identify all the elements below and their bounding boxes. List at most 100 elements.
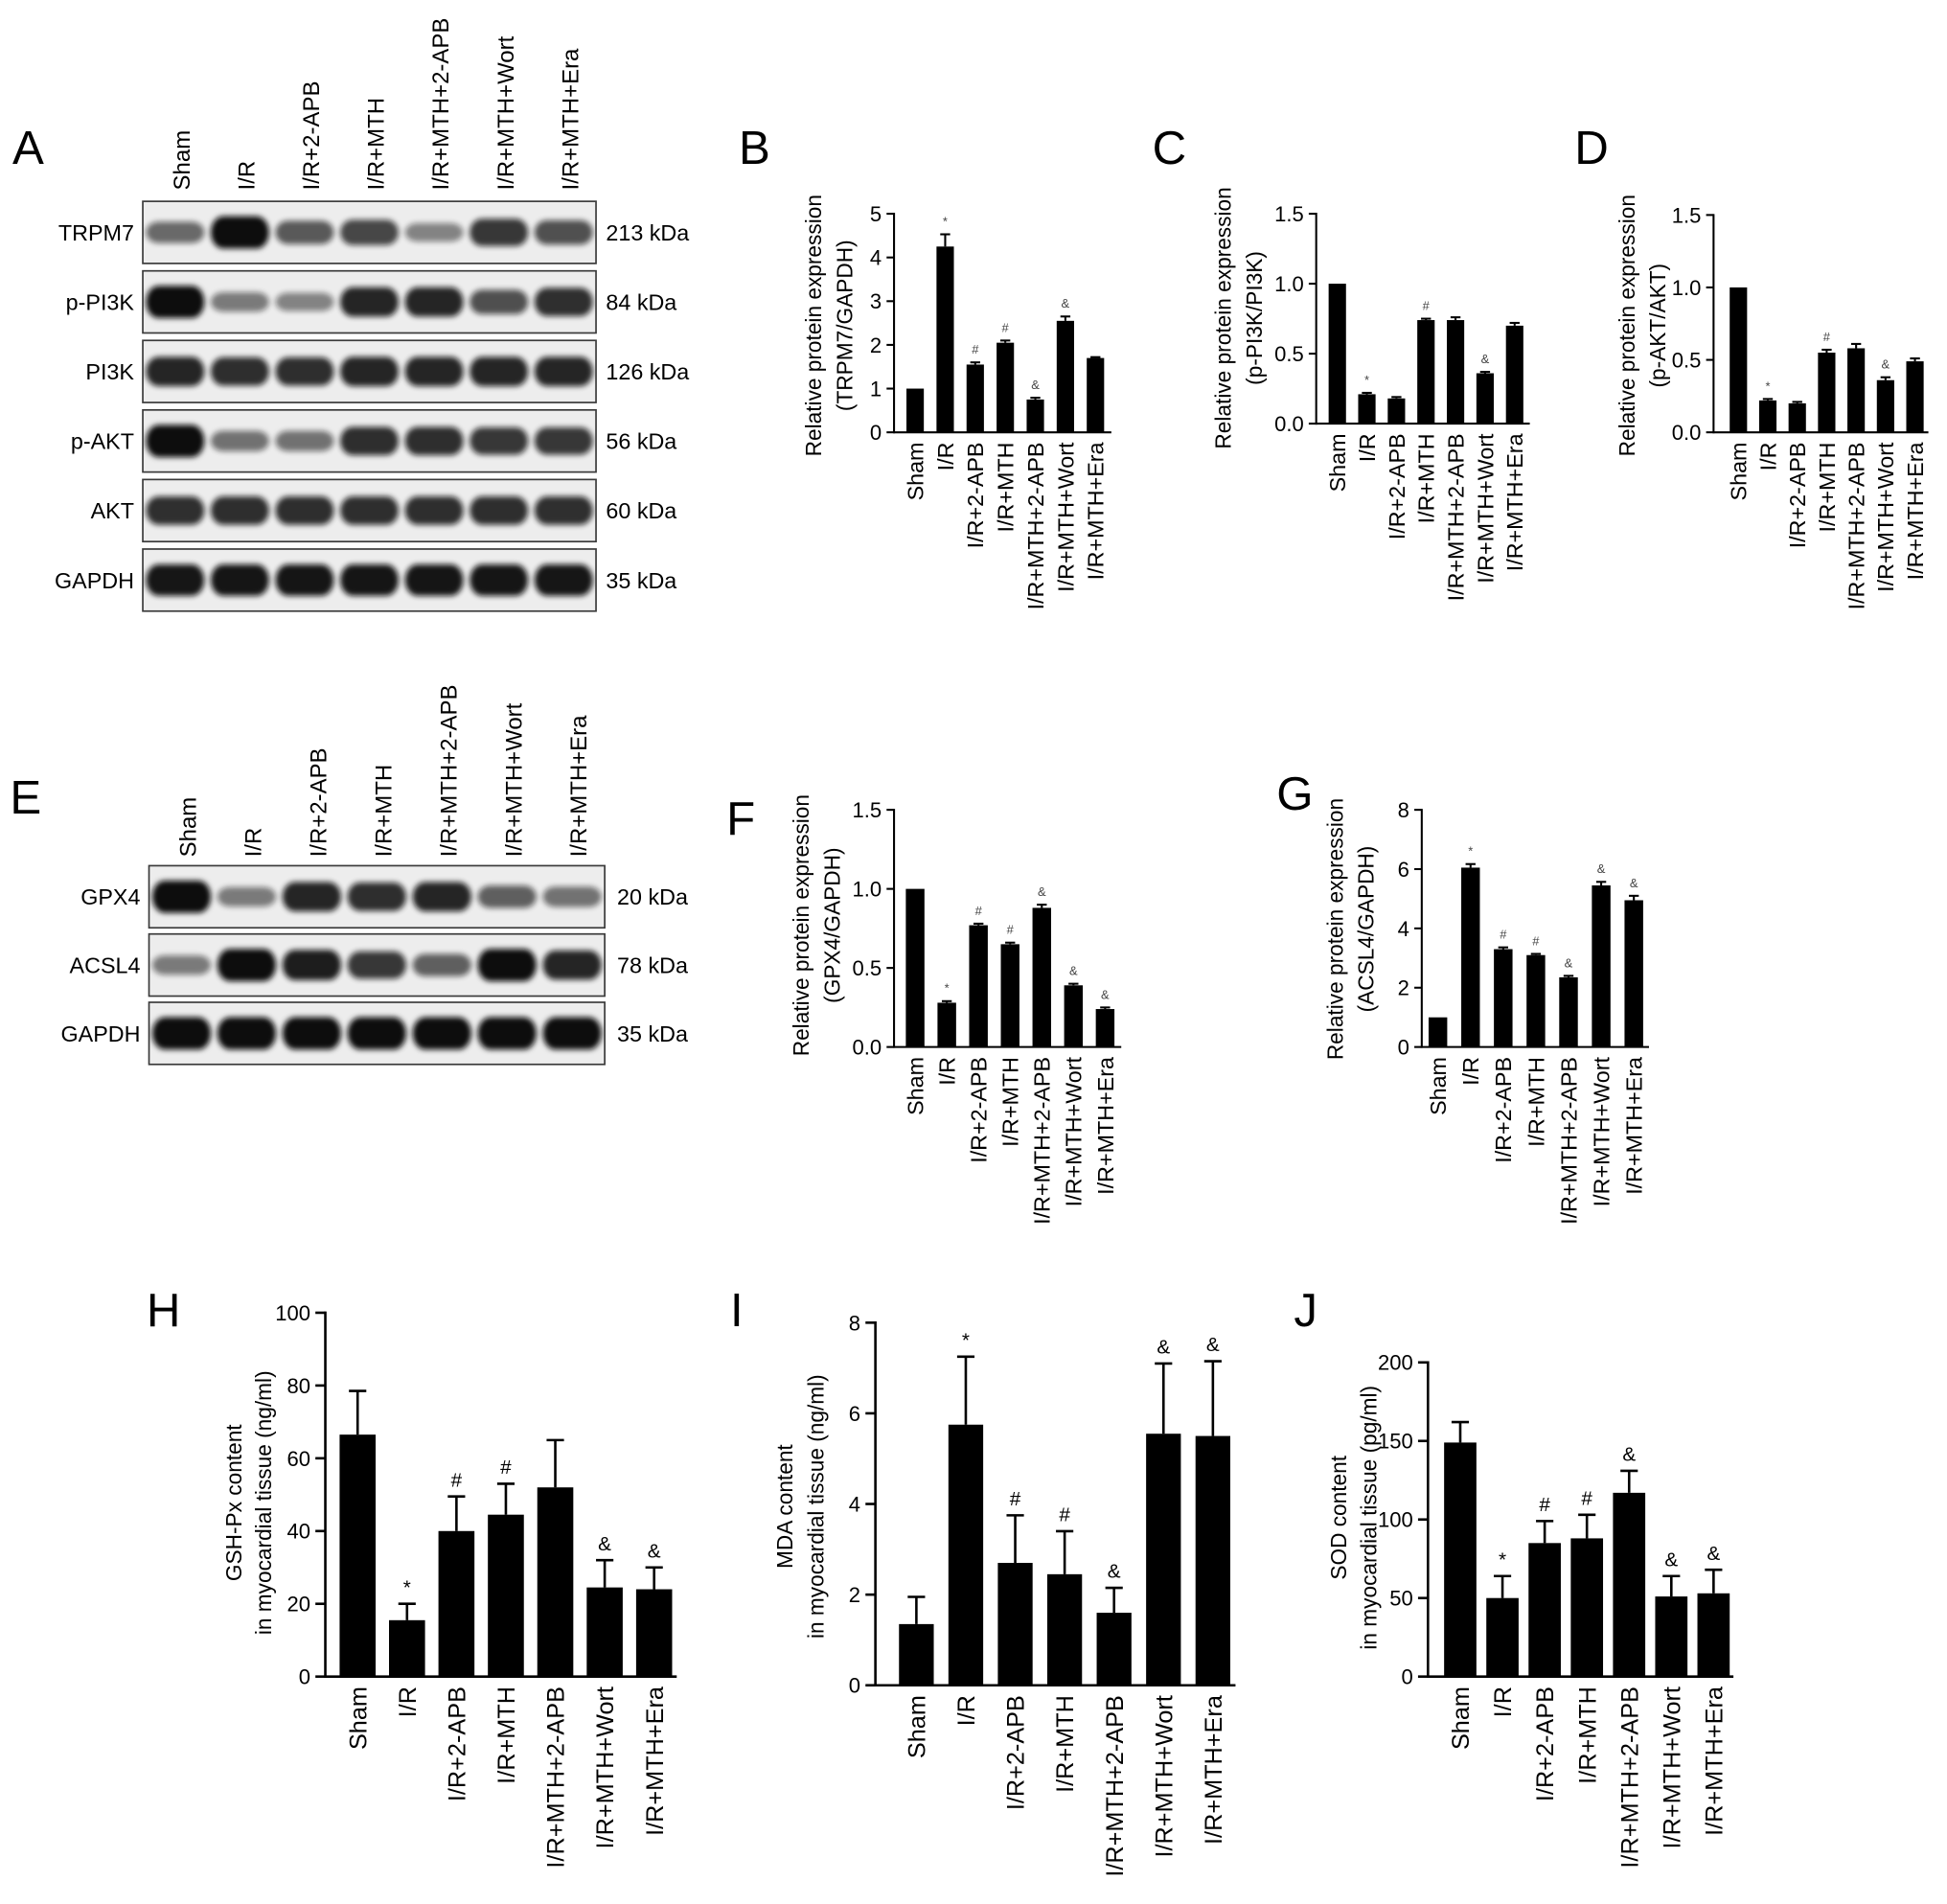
protein-band bbox=[340, 219, 399, 245]
protein-band bbox=[282, 1017, 341, 1050]
protein-band bbox=[210, 291, 269, 312]
lane-label: I/R bbox=[235, 161, 261, 191]
lane-label: I/R+MTH+Era bbox=[566, 715, 592, 858]
significance-marker: & bbox=[598, 1533, 611, 1555]
significance-marker: & bbox=[1062, 296, 1070, 310]
y-tick-label: 100 bbox=[275, 1301, 310, 1325]
y-tick-label: 1.0 bbox=[852, 878, 882, 902]
x-tick-label: I/R+2-APB bbox=[1785, 443, 1810, 549]
panel-letter: D bbox=[1574, 122, 1609, 174]
significance-marker: & bbox=[1481, 352, 1490, 366]
bar bbox=[937, 1002, 956, 1047]
y-axis-title: in myocardial tissue (pg/ml) bbox=[1356, 1386, 1381, 1650]
bar bbox=[996, 342, 1015, 433]
bar bbox=[1461, 867, 1480, 1047]
y-tick-label: 2 bbox=[870, 333, 882, 357]
significance-marker: & bbox=[1706, 1543, 1720, 1565]
x-tick-label: I/R+MTH bbox=[1815, 443, 1840, 533]
y-tick-label: 1.0 bbox=[1274, 272, 1304, 296]
protein-band bbox=[217, 1017, 276, 1050]
y-tick-label: 1.5 bbox=[1274, 202, 1304, 226]
significance-marker: * bbox=[1364, 373, 1369, 387]
x-tick-label: I/R+MTH+Era bbox=[1093, 1057, 1118, 1195]
x-tick-label: I/R+2-APB bbox=[444, 1686, 470, 1801]
y-tick-label: 1 bbox=[870, 377, 882, 401]
lane-label: I/R+MTH bbox=[371, 765, 397, 858]
protein-band bbox=[534, 496, 593, 525]
x-tick-label: I/R+MTH+Era bbox=[1701, 1686, 1728, 1836]
bar bbox=[1505, 325, 1523, 424]
x-tick-label: I/R bbox=[395, 1686, 422, 1717]
significance-marker: & bbox=[1157, 1337, 1170, 1359]
protein-band bbox=[347, 1017, 406, 1050]
protein-band bbox=[275, 564, 334, 596]
protein-band bbox=[151, 880, 212, 913]
protein-band bbox=[470, 496, 529, 525]
band-row bbox=[151, 1017, 602, 1050]
molecular-weight-label: 20 kDa bbox=[617, 884, 688, 909]
x-tick-label: I/R+2-APB bbox=[1532, 1686, 1559, 1801]
y-tick-label: 5 bbox=[870, 202, 882, 226]
bar bbox=[1447, 320, 1465, 424]
panel-letter: F bbox=[726, 792, 755, 845]
protein-band bbox=[347, 951, 406, 979]
significance-marker: # bbox=[451, 1469, 463, 1491]
x-tick-label: Sham bbox=[1426, 1057, 1451, 1115]
panel-letter: C bbox=[1153, 122, 1187, 174]
molecular-weight-label: 213 kDa bbox=[606, 220, 689, 245]
x-tick-label: I/R+MTH+Wort bbox=[1473, 433, 1498, 584]
protein-band bbox=[275, 220, 334, 244]
significance-marker: # bbox=[1581, 1487, 1592, 1509]
bar bbox=[1847, 348, 1866, 433]
x-tick-label: Sham bbox=[1727, 443, 1752, 501]
significance-marker: & bbox=[1565, 955, 1573, 970]
protein-label: GPX4 bbox=[80, 884, 140, 909]
y-axis-title: (GPX4/GAPDH) bbox=[819, 847, 844, 1002]
protein-band bbox=[477, 1017, 537, 1050]
protein-band bbox=[404, 287, 464, 317]
molecular-weight-label: 60 kDa bbox=[606, 498, 676, 523]
y-tick-label: 1.5 bbox=[852, 798, 882, 822]
protein-band bbox=[404, 496, 464, 525]
significance-marker: & bbox=[1206, 1334, 1220, 1356]
y-tick-label: 2 bbox=[1398, 976, 1409, 1000]
x-tick-label: I/R+MTH+Era bbox=[1201, 1694, 1227, 1845]
bar bbox=[906, 388, 925, 433]
protein-band bbox=[534, 219, 593, 245]
bar bbox=[936, 246, 954, 433]
protein-band bbox=[470, 289, 529, 314]
y-axis-title: (p-AKT/AKT) bbox=[1645, 264, 1670, 388]
x-tick-label: Sham bbox=[903, 1057, 928, 1115]
protein-band bbox=[404, 222, 464, 242]
blot-border bbox=[142, 408, 597, 473]
molecular-weight-label: 56 kDa bbox=[606, 429, 676, 454]
bar bbox=[1655, 1596, 1688, 1677]
significance-marker: # bbox=[1059, 1504, 1070, 1526]
panel-letter: J bbox=[1294, 1284, 1317, 1337]
protein-band bbox=[534, 356, 593, 386]
bar bbox=[1494, 949, 1513, 1047]
bar bbox=[488, 1514, 524, 1677]
protein-band bbox=[542, 1017, 602, 1050]
protein-band bbox=[340, 356, 399, 386]
protein-band bbox=[275, 292, 334, 311]
protein-band bbox=[470, 426, 529, 455]
panel-letter: B bbox=[739, 122, 770, 174]
x-tick-label: I/R+2-APB bbox=[1003, 1695, 1030, 1810]
protein-band bbox=[470, 218, 529, 246]
significance-marker: & bbox=[648, 1540, 661, 1562]
protein-band bbox=[275, 430, 334, 451]
lane-label: I/R+MTH+2-APB bbox=[428, 18, 454, 191]
molecular-weight-label: 84 kDa bbox=[606, 290, 676, 315]
y-axis-title: MDA content bbox=[772, 1444, 797, 1569]
panel-letter: I bbox=[730, 1284, 744, 1337]
y-axis-title: (TRPM7/GAPDH) bbox=[832, 240, 857, 411]
significance-marker: # bbox=[1823, 330, 1831, 344]
significance-marker: * bbox=[962, 1329, 970, 1351]
x-tick-label: Sham bbox=[1448, 1686, 1475, 1750]
x-tick-label: I/R+MTH+Era bbox=[1084, 442, 1109, 580]
x-tick-label: I/R+MTH+2-APB bbox=[1443, 433, 1468, 601]
x-tick-label: Sham bbox=[345, 1686, 372, 1750]
protein-label: AKT bbox=[91, 498, 134, 523]
